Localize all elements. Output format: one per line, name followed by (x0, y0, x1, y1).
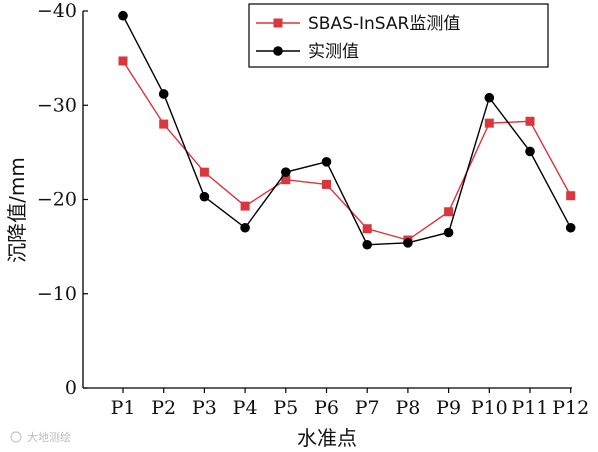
legend-marker-square (273, 18, 283, 28)
x-axis-title: 水准点 (297, 426, 357, 450)
y-tick-label: −10 (37, 283, 77, 305)
y-tick-label: −30 (37, 94, 77, 116)
watermark-icon (10, 431, 22, 443)
data-point-square (444, 207, 454, 217)
legend-box (248, 3, 549, 68)
x-tick-label: P7 (355, 397, 380, 419)
data-point-circle (240, 222, 250, 233)
x-tick-label: P5 (273, 397, 298, 419)
y-axis-ticks: 0 −10 −20 −30 −40 (37, 0, 88, 399)
data-point-circle (525, 146, 535, 157)
series-circle (118, 10, 576, 250)
x-tick-label: P8 (395, 397, 420, 419)
x-tick-label: P2 (151, 397, 176, 419)
series-line (122, 60, 572, 241)
x-tick-label: P1 (111, 397, 136, 419)
data-point-square (566, 191, 576, 201)
data-point-square (240, 201, 250, 211)
data-point-circle (118, 10, 128, 21)
y-tick-label: 0 (65, 377, 77, 399)
data-point-circle (199, 191, 210, 202)
data-point-circle (484, 92, 495, 103)
x-tick-label: P6 (314, 397, 339, 419)
x-tick-label: P4 (233, 397, 258, 419)
data-point-circle (321, 157, 332, 167)
data-point-circle (281, 167, 291, 177)
x-axis-ticks: P1 P2 P3 P4 P5 P6 P7 P8 P9 P10 P11 P12 (111, 388, 589, 419)
series-layer (118, 10, 576, 250)
data-point-square (199, 167, 209, 177)
watermark-text: 大地测绘 (27, 430, 71, 444)
data-point-square (281, 175, 291, 185)
data-point-square (484, 118, 494, 128)
y-tick-label: −40 (37, 0, 77, 22)
x-tick-label: P9 (436, 397, 461, 419)
data-point-square (322, 179, 331, 189)
data-point-circle (362, 239, 373, 250)
data-point-circle (443, 227, 454, 238)
legend-label: 实测值 (308, 42, 359, 62)
data-point-square (362, 224, 372, 234)
data-point-circle (403, 238, 413, 248)
data-point-square (159, 119, 169, 129)
series-square (118, 56, 576, 245)
data-point-circle (158, 89, 169, 99)
series-line (122, 15, 572, 246)
legend-label: SBAS-InSAR监测值 (308, 14, 460, 34)
x-tick-label: P11 (512, 397, 549, 419)
legend-marker-circle (273, 46, 283, 56)
x-tick-label: P3 (192, 397, 217, 419)
watermark: 大地测绘 (10, 430, 71, 444)
y-axis-title: 沉降值/mm (5, 157, 29, 263)
data-point-circle (565, 222, 576, 233)
data-point-square (525, 116, 535, 126)
y-tick-label: −20 (37, 189, 77, 211)
x-tick-label: P12 (552, 397, 589, 419)
x-tick-label: P10 (471, 397, 508, 419)
data-point-square (118, 56, 128, 66)
